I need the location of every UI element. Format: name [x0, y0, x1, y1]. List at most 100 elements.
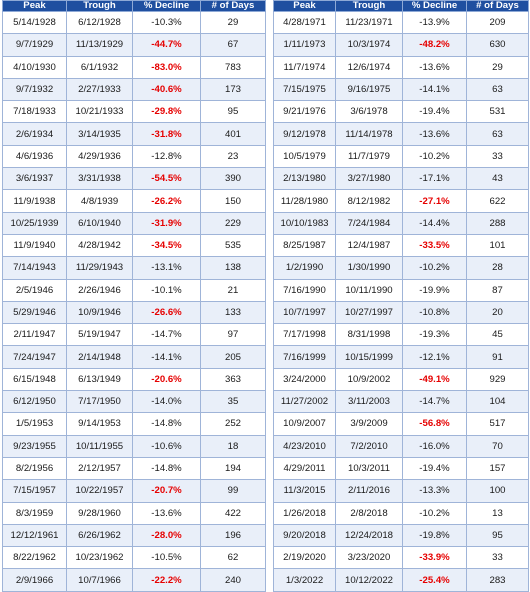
trough-cell: 10/27/1997	[335, 300, 403, 325]
trough-cell: 3/11/2003	[335, 390, 403, 414]
days-cell: 33	[466, 546, 529, 570]
trough-cell: 2/11/2016	[335, 479, 403, 503]
decline-cell: -12.1%	[402, 345, 467, 369]
table-row: 7/15/1975 9/16/1975 -14.1% 63	[273, 77, 529, 102]
days-cell: 29	[200, 10, 266, 35]
table-row: 11/27/2002 3/11/2003 -14.7% 104	[273, 390, 529, 414]
decline-cell: -14.0%	[132, 390, 201, 414]
peak-cell: 4/28/1971	[273, 10, 336, 35]
decline-cell: -20.7%	[132, 479, 201, 503]
decline-cell: -14.8%	[132, 412, 201, 436]
trough-cell: 4/8/1939	[66, 189, 133, 213]
table-row: 9/21/1976 3/6/1978 -19.4% 531	[273, 100, 529, 124]
peak-cell: 1/3/2022	[273, 568, 336, 592]
drawdown-table-left: Peak Trough % Decline # of Days 5/14/192…	[2, 0, 266, 592]
trough-cell: 3/23/2020	[335, 546, 403, 570]
decline-cell: -44.7%	[132, 33, 201, 57]
decline-cell: -19.8%	[402, 523, 467, 548]
trough-cell: 11/7/1979	[335, 144, 403, 169]
days-cell: 517	[466, 412, 529, 436]
decline-cell: -31.8%	[132, 122, 201, 146]
peak-cell: 5/29/1946	[2, 300, 67, 325]
days-cell: 205	[200, 345, 266, 369]
days-cell: 929	[466, 367, 529, 392]
peak-cell: 7/18/1933	[2, 100, 67, 124]
table-row: 2/9/1966 10/7/1966 -22.2% 240	[2, 568, 266, 592]
table-row: 4/28/1971 11/23/1971 -13.9% 209	[273, 10, 529, 35]
trough-cell: 4/29/1936	[66, 144, 133, 169]
days-cell: 33	[466, 144, 529, 169]
decline-cell: -26.6%	[132, 300, 201, 325]
table-row: 5/29/1946 10/9/1946 -26.6% 133	[2, 300, 266, 325]
peak-cell: 4/29/2011	[273, 456, 336, 481]
table-row: 3/6/1937 3/31/1938 -54.5% 390	[2, 167, 266, 191]
peak-cell: 10/7/1997	[273, 300, 336, 325]
days-cell: 133	[200, 300, 266, 325]
trough-cell: 10/12/2022	[335, 568, 403, 592]
days-cell: 91	[466, 345, 529, 369]
decline-cell: -14.1%	[402, 77, 467, 102]
days-cell: 535	[200, 233, 266, 258]
trough-cell: 6/1/1932	[66, 55, 133, 79]
peak-cell: 11/7/1974	[273, 55, 336, 79]
peak-cell: 2/5/1946	[2, 278, 67, 302]
table-row: 7/16/1999 10/15/1999 -12.1% 91	[273, 345, 529, 369]
header-peak: Peak	[273, 0, 336, 12]
days-cell: 196	[200, 523, 266, 548]
peak-cell: 6/12/1950	[2, 390, 67, 414]
days-cell: 401	[200, 122, 266, 146]
peak-cell: 3/6/1937	[2, 167, 67, 191]
trough-cell: 3/6/1978	[335, 100, 403, 124]
table-row: 9/7/1929 11/13/1929 -44.7% 67	[2, 33, 266, 57]
peak-cell: 9/20/2018	[273, 523, 336, 548]
days-cell: 20	[466, 300, 529, 325]
table-row: 7/17/1998 8/31/1998 -19.3% 45	[273, 323, 529, 347]
decline-cell: -10.5%	[132, 546, 201, 570]
peak-cell: 9/21/1976	[273, 100, 336, 124]
days-cell: 67	[200, 33, 266, 57]
table-row: 7/24/1947 2/14/1948 -14.1% 205	[2, 345, 266, 369]
table-row: 9/12/1978 11/14/1978 -13.6% 63	[273, 122, 529, 146]
header-peak: Peak	[2, 0, 67, 12]
table-row: 2/5/1946 2/26/1946 -10.1% 21	[2, 278, 266, 302]
days-cell: 87	[466, 278, 529, 302]
trough-cell: 2/8/2018	[335, 501, 403, 525]
peak-cell: 10/9/2007	[273, 412, 336, 436]
days-cell: 240	[200, 568, 266, 592]
days-cell: 18	[200, 434, 266, 458]
trough-cell: 10/9/2002	[335, 367, 403, 392]
trough-cell: 5/19/1947	[66, 323, 133, 347]
peak-cell: 10/5/1979	[273, 144, 336, 169]
trough-cell: 10/9/1946	[66, 300, 133, 325]
decline-cell: -10.3%	[132, 10, 201, 35]
table-row: 7/18/1933 10/21/1933 -29.8% 95	[2, 100, 266, 124]
trough-cell: 12/24/2018	[335, 523, 403, 548]
days-cell: 43	[466, 167, 529, 191]
days-cell: 97	[200, 323, 266, 347]
peak-cell: 3/24/2000	[273, 367, 336, 392]
peak-cell: 1/11/1973	[273, 33, 336, 57]
trough-cell: 3/14/1935	[66, 122, 133, 146]
decline-cell: -22.2%	[132, 568, 201, 592]
days-cell: 531	[466, 100, 529, 124]
decline-cell: -25.4%	[402, 568, 467, 592]
decline-cell: -19.3%	[402, 323, 467, 347]
table-row: 11/9/1938 4/8/1939 -26.2% 150	[2, 189, 266, 213]
decline-cell: -20.6%	[132, 367, 201, 392]
table-row: 7/14/1943 11/29/1943 -13.1% 138	[2, 256, 266, 280]
decline-cell: -10.2%	[402, 144, 467, 169]
peak-cell: 1/5/1953	[2, 412, 67, 436]
peak-cell: 7/16/1999	[273, 345, 336, 369]
peak-cell: 7/15/1975	[273, 77, 336, 102]
decline-cell: -29.8%	[132, 100, 201, 124]
table-row: 2/19/2020 3/23/2020 -33.9% 33	[273, 546, 529, 570]
trough-cell: 11/29/1943	[66, 256, 133, 280]
trough-cell: 10/15/1999	[335, 345, 403, 369]
decline-cell: -14.8%	[132, 456, 201, 481]
days-cell: 283	[466, 568, 529, 592]
peak-cell: 7/16/1990	[273, 278, 336, 302]
decline-cell: -13.6%	[402, 122, 467, 146]
days-cell: 28	[466, 256, 529, 280]
trough-cell: 10/3/1974	[335, 33, 403, 57]
decline-cell: -17.1%	[402, 167, 467, 191]
